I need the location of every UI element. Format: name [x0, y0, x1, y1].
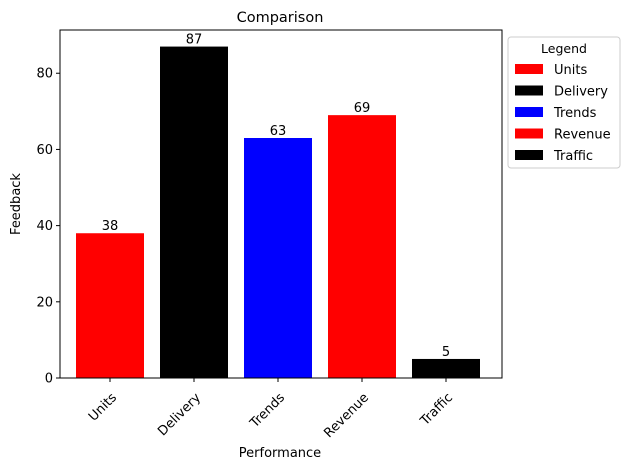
legend-label-revenue: Revenue: [554, 128, 611, 143]
legend-entries: Units Delivery Trends Revenue Traffic: [515, 63, 611, 164]
y-axis-label: Feedback: [9, 173, 24, 235]
bars-group: [76, 46, 480, 379]
y-tick-label: 20: [36, 295, 53, 310]
bar-units: [76, 233, 144, 378]
legend-label-delivery: Delivery: [554, 85, 608, 100]
legend-swatch-traffic: [515, 150, 543, 160]
y-axis: 0 20 40 60 80: [36, 67, 60, 387]
y-tick-label: 80: [36, 67, 53, 82]
bar-value-label-traffic: 5: [442, 345, 450, 360]
y-tick-label: 0: [45, 372, 53, 387]
bar-traffic: [412, 358, 480, 378]
legend-swatch-delivery: [515, 85, 543, 96]
legend-label-units: Units: [554, 63, 587, 78]
legend-swatch-revenue: [515, 128, 543, 139]
y-tick-label: 40: [36, 219, 53, 234]
y-tick-label: 60: [36, 143, 53, 158]
legend-label-trends: Trends: [553, 106, 597, 121]
bar-value-label-units: 38: [102, 219, 119, 234]
bar-delivery: [160, 46, 228, 378]
bar-value-label-delivery: 87: [186, 33, 203, 48]
legend-title: Legend: [541, 41, 587, 56]
chart-title: Comparison: [237, 10, 324, 26]
bar-value-label-revenue: 69: [354, 101, 371, 116]
bar-revenue: [328, 115, 396, 379]
legend-swatch-trends: [515, 107, 543, 117]
bar-value-label-trends: 63: [270, 124, 287, 139]
bar-value-labels: 38 87 63 69 5: [102, 33, 450, 360]
legend-swatch-units: [515, 64, 543, 74]
bar-trends: [244, 138, 312, 378]
plot-frame: [59, 29, 503, 379]
legend: Legend Units Delivery Trends Revenue Traffic: [507, 36, 621, 169]
x-axis-label: Performance: [239, 446, 321, 461]
legend-label-traffic: Traffic: [553, 149, 593, 164]
